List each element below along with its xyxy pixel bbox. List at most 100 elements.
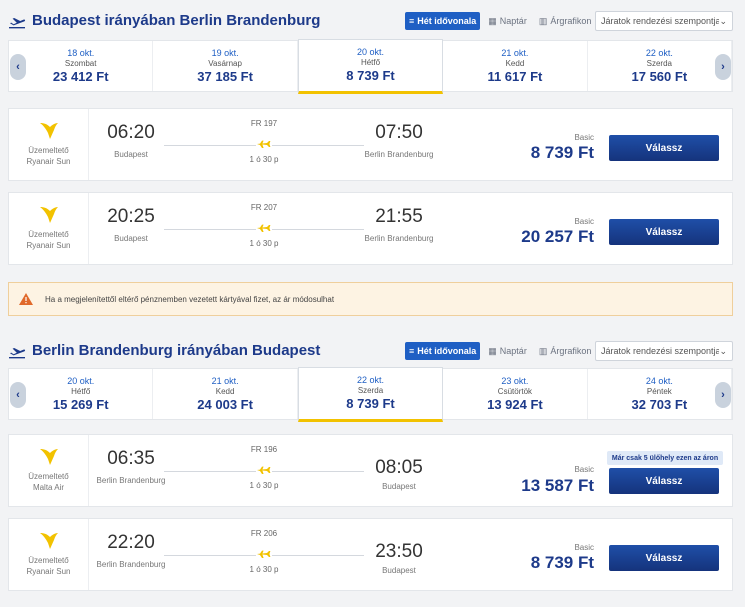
ryanair-harp-logo-icon [39,533,58,549]
ryanair-harp-logo-icon [39,123,58,139]
chevron-right-icon: › [721,389,725,401]
select-flight-button[interactable]: Válassz [609,468,719,494]
flight-number: FR 207 [250,203,278,212]
flight-price: 8 739 Ft [530,553,594,572]
bar-chart-icon: ▥ [538,15,548,26]
flight-price: 13 587 Ft [521,476,594,495]
inbound-sort-select[interactable]: Járatok rendezési szempontja: ⌄ [595,341,733,361]
warning-text: Ha a megjelenítettől eltérő pénznemben v… [45,294,335,304]
plane-icon [256,137,272,151]
calendar-view-button[interactable]: ▦ Naptár [488,15,527,27]
fare-class: Basic [574,133,594,142]
select-flight-button[interactable]: Válassz [609,545,719,571]
airline-info: Üzemeltető Ryanair Sun [9,519,89,590]
ryanair-harp-logo-icon [39,207,58,223]
next-dates-button[interactable]: › [715,382,731,408]
arrival-city: Berlin Brandenburg [364,234,434,243]
flight-card: Üzemeltető Malta Air 06:35 Berlin Brande… [8,434,733,507]
departure-city: Berlin Brandenburg [96,476,166,485]
flight-number: FR 196 [250,445,278,454]
arrival-city: Budapest [382,566,416,575]
arrival-time: 21:55 [375,206,423,227]
prev-dates-button[interactable]: ‹ [10,382,26,408]
departure-time: 06:20 [107,122,155,143]
flight-number: FR 197 [250,119,278,128]
departure-city: Budapest [114,234,148,243]
seats-left-badge: Már csak 5 ülőhely ezen az áron [607,451,723,465]
plane-icon [256,221,272,235]
inbound-header: Berlin Brandenburg irányában Budapest ≡ H… [0,340,745,366]
fare-class: Basic [574,217,594,226]
flight-duration: 1 ó 30 p [249,239,279,248]
flight-duration: 1 ó 30 p [249,565,279,574]
flight-number: FR 206 [250,529,278,538]
outbound-header: Budapest irányában Berlin Brandenburg ≡ H… [0,10,745,36]
list-icon: ≡ [409,346,415,356]
date-option[interactable]: 19 okt. Vasárnap 37 185 Ft [153,41,298,91]
chevron-left-icon: ‹ [16,61,20,73]
departure-city: Berlin Brandenburg [96,560,166,569]
fare-class: Basic [574,465,594,474]
date-option[interactable]: 24 okt. Péntek 32 703 Ft [588,369,733,419]
chevron-down-icon: ⌄ [719,345,727,356]
calendar-icon: ▦ [488,15,497,26]
inbound-title: Berlin Brandenburg irányában Budapest [32,342,321,359]
chart-view-button[interactable]: ▥ Árgrafikon [538,15,592,27]
calendar-icon: ▦ [488,345,497,356]
ryanair-harp-logo-icon [39,449,58,465]
date-option[interactable]: 21 okt. Kedd 24 003 Ft [153,369,298,419]
plane-takeoff-icon [9,348,26,359]
flight-route: FR 207 1 ó 30 p [164,203,364,253]
flight-price: 8 739 Ft [530,143,594,162]
calendar-view-button[interactable]: ▦ Naptár [488,345,527,357]
date-option[interactable]: 21 okt. Kedd 11 617 Ft [443,41,588,91]
departure-city: Budapest [114,150,148,159]
airline-info: Üzemeltető Ryanair Sun [9,193,89,264]
departure-time: 20:25 [107,206,155,227]
outbound-sort-select[interactable]: Járatok rendezési szempontja: ⌄ [595,11,733,31]
departure-time: 06:35 [107,448,155,469]
airline-info: Üzemeltető Ryanair Sun [9,109,89,180]
inbound-view-switcher: ≡ Hét idővonala ▦ Naptár ▥ Árgrafikon [405,342,595,360]
select-flight-button[interactable]: Válassz [609,135,719,161]
plane-icon [256,547,272,561]
chevron-right-icon: › [721,61,725,73]
date-option[interactable]: 20 okt. Hétfő 15 269 Ft [9,369,154,419]
arrival-time: 08:05 [375,457,423,478]
date-option[interactable]: 18 okt. Szombat 23 412 Ft [9,41,154,91]
arrival-city: Berlin Brandenburg [364,150,434,159]
flight-card: Üzemeltető Ryanair Sun 22:20 Berlin Bran… [8,518,733,591]
warning-icon [19,293,33,305]
date-option-selected[interactable]: 20 okt. Hétfő 8 739 Ft [297,39,444,94]
prev-dates-button[interactable]: ‹ [10,54,26,80]
flight-card: Üzemeltető Ryanair Sun 20:25 Budapest FR… [8,192,733,265]
outbound-date-strip: ‹ 18 okt. Szombat 23 412 Ft 19 okt. Vasárna… [8,39,733,94]
chevron-left-icon: ‹ [16,389,20,401]
flight-duration: 1 ó 30 p [249,155,279,164]
bar-chart-icon: ▥ [538,345,548,356]
timeline-view-button[interactable]: ≡ Hét idővonala [405,342,481,360]
flight-route: FR 196 1 ó 30 p [164,445,364,495]
list-icon: ≡ [409,16,415,26]
arrival-time: 23:50 [375,541,423,562]
flight-route: FR 206 1 ó 30 p [164,529,364,579]
plane-takeoff-icon [9,18,26,29]
next-dates-button[interactable]: › [715,54,731,80]
arrival-city: Budapest [382,482,416,491]
select-flight-button[interactable]: Válassz [609,219,719,245]
date-option-selected[interactable]: 22 okt. Szerda 8 739 Ft [297,367,444,422]
currency-warning: Ha a megjelenítettől eltérő pénznemben v… [8,282,733,316]
departure-time: 22:20 [107,532,155,553]
chart-view-button[interactable]: ▥ Árgrafikon [538,345,592,357]
inbound-date-strip: ‹ 20 okt. Hétfő 15 269 Ft 21 okt. Kedd 24 00… [8,367,733,422]
chevron-down-icon: ⌄ [719,15,727,26]
date-option[interactable]: 22 okt. Szerda 17 560 Ft [588,41,733,91]
outbound-view-switcher: ≡ Hét idővonala ▦ Naptár ▥ Árgrafikon [405,12,595,30]
flight-card: Üzemeltető Ryanair Sun 06:20 Budapest FR… [8,108,733,181]
flight-duration: 1 ó 30 p [249,481,279,490]
fare-class: Basic [574,543,594,552]
outbound-title: Budapest irányában Berlin Brandenburg [32,12,321,29]
timeline-view-button[interactable]: ≡ Hét idővonala [405,12,481,30]
arrival-time: 07:50 [375,122,423,143]
date-option[interactable]: 23 okt. Csütörtök 13 924 Ft [443,369,588,419]
